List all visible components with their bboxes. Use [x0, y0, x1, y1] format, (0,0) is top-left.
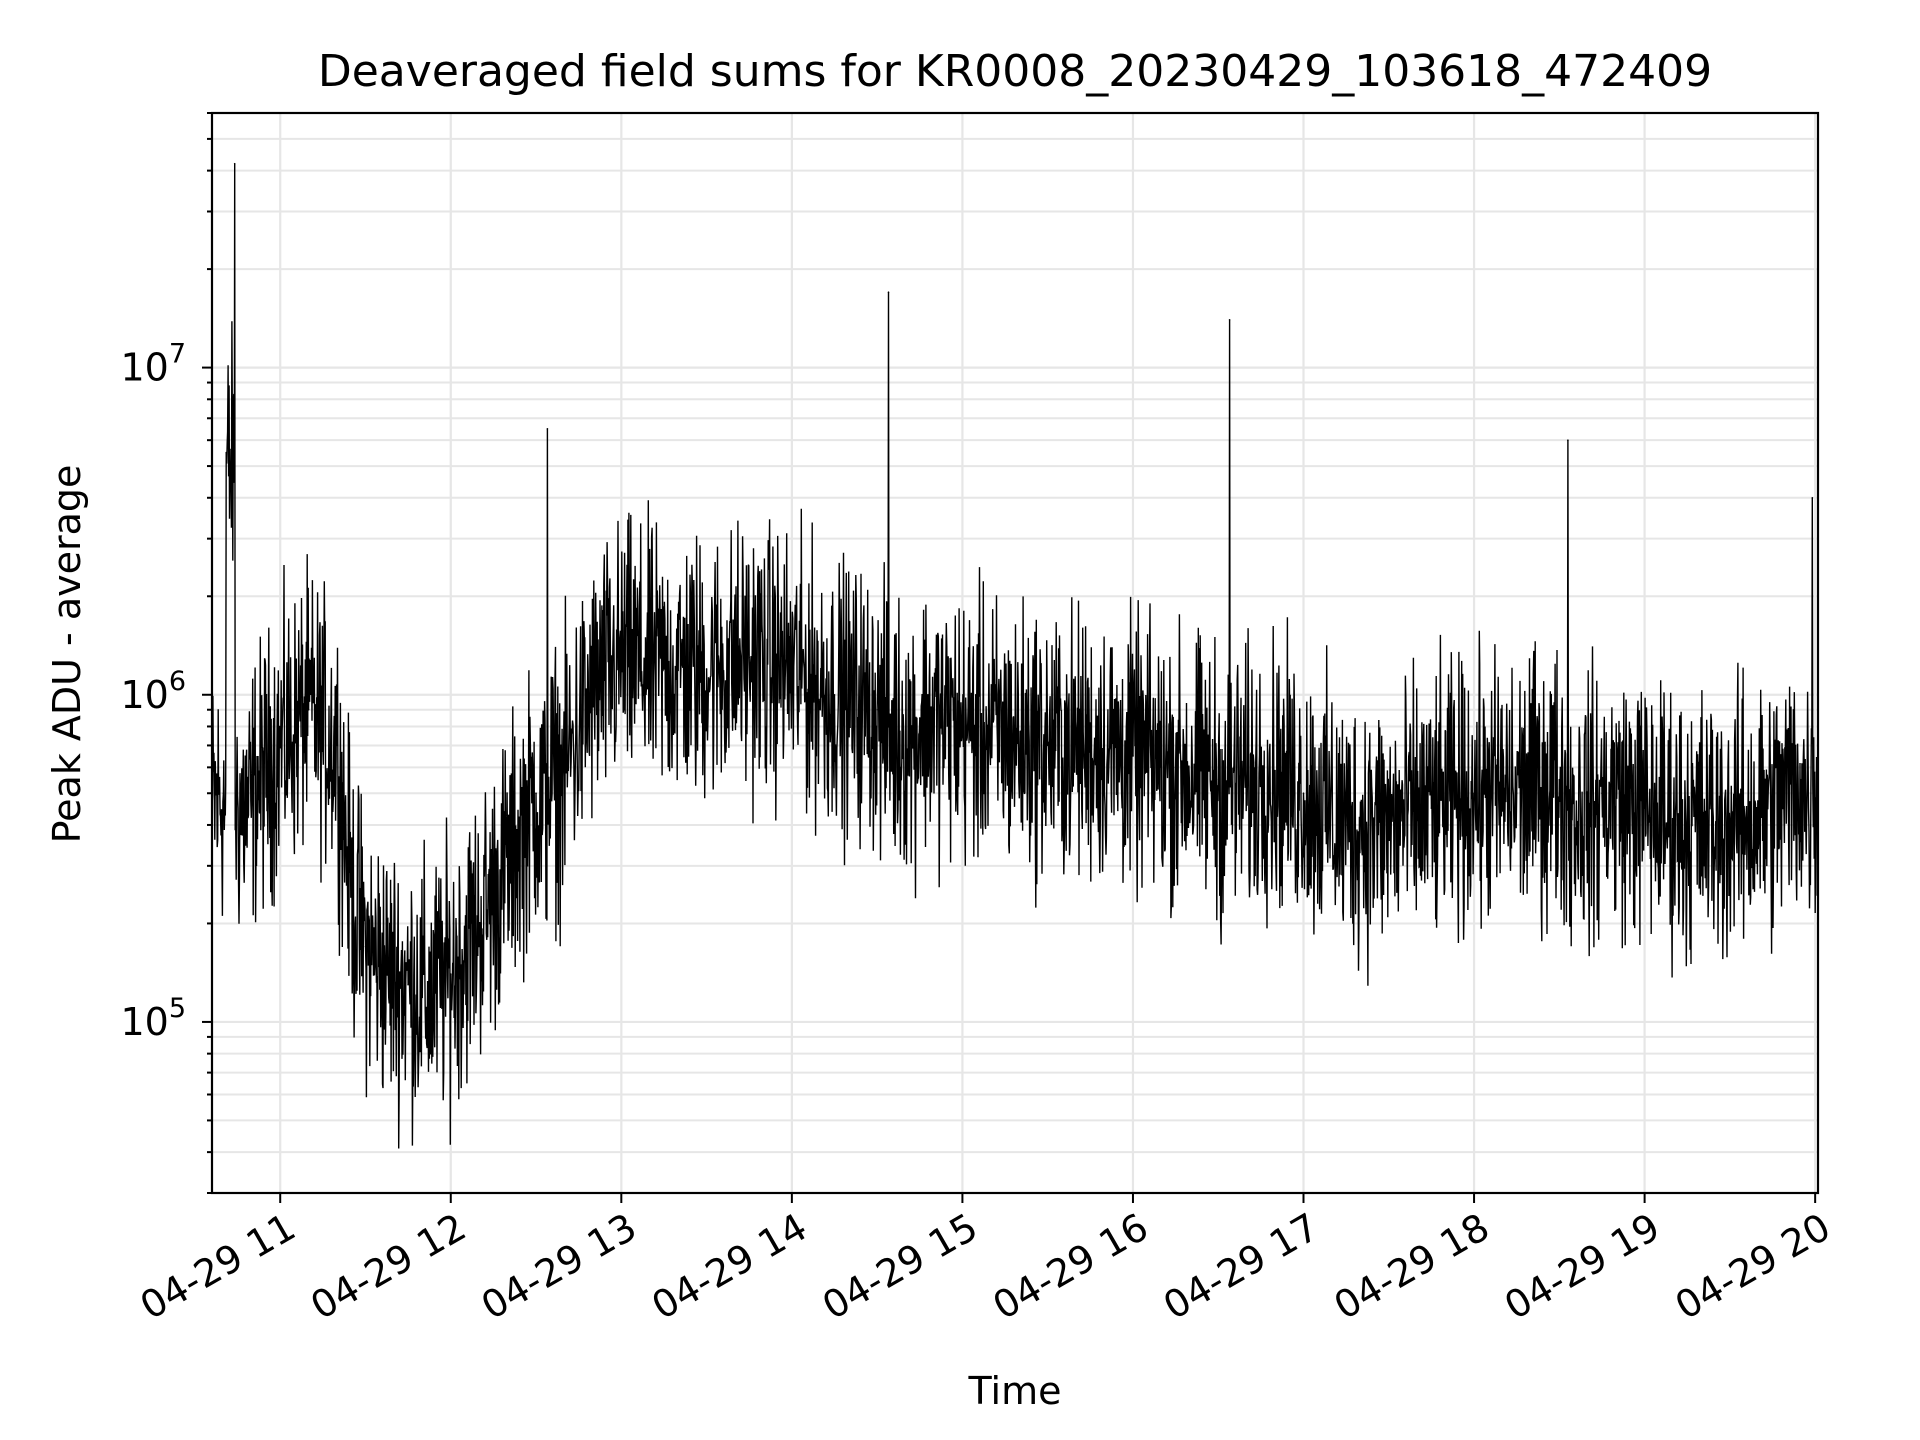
- data-point: [506, 865, 509, 867]
- y-tick-label: 106: [120, 666, 186, 717]
- data-point: [535, 792, 537, 794]
- data-point: [919, 717, 921, 719]
- data-point: [427, 995, 429, 997]
- data-point: [1686, 824, 1688, 826]
- data-point: [1811, 497, 1814, 499]
- y-axis: 105 106 107: [120, 112, 212, 1194]
- data-point: [225, 451, 227, 454]
- data-point: [1601, 792, 1603, 794]
- data-point: [307, 708, 310, 711]
- data-point: [1567, 439, 1569, 442]
- data-point: [592, 694, 594, 696]
- chart-title: Deaveraged field sums for KR0008_2023042…: [318, 46, 1712, 97]
- data-point: [222, 792, 225, 794]
- data-point: [876, 708, 878, 711]
- data-point: [387, 973, 390, 975]
- data-point: [233, 162, 236, 165]
- data-point: [748, 656, 750, 659]
- data-point: [1260, 766, 1262, 769]
- data-point: [1771, 807, 1774, 809]
- data-point: [450, 973, 452, 975]
- data-point: [1046, 744, 1049, 747]
- data-point: [563, 766, 566, 769]
- data-point: [1217, 778, 1219, 781]
- data-point: [1473, 792, 1475, 794]
- data-point: [1800, 778, 1802, 781]
- data-point: [1430, 807, 1433, 809]
- data-point: [1729, 824, 1731, 826]
- data-point: [1643, 807, 1646, 809]
- data-point: [1388, 824, 1390, 826]
- data-point: [1004, 734, 1006, 737]
- data-point: [1302, 792, 1305, 794]
- y-tick-label: 105: [120, 993, 186, 1044]
- y-tick-label: 107: [120, 339, 186, 390]
- data-point: [478, 922, 481, 925]
- data-point: [961, 725, 964, 728]
- data-point: [1558, 778, 1561, 781]
- data-point: [833, 694, 836, 696]
- data-series-line: [212, 163, 1818, 1149]
- x-axis-label: Time: [968, 1369, 1062, 1413]
- data-point: [251, 792, 253, 794]
- data-point: [1228, 319, 1231, 321]
- data-point: [887, 291, 890, 294]
- data-point: [791, 668, 793, 670]
- data-point: [1515, 792, 1518, 794]
- data-point: [364, 945, 367, 948]
- data-point: [1345, 824, 1347, 826]
- data-point: [1089, 744, 1092, 747]
- data-point: [279, 744, 282, 747]
- data-point: [1174, 766, 1177, 769]
- data-point: [350, 890, 353, 893]
- y-axis-label: Peak ADU - average: [45, 465, 89, 844]
- data-point: [336, 744, 338, 747]
- data-point: [1132, 755, 1134, 757]
- data-point: [546, 428, 549, 430]
- data-point: [705, 668, 708, 670]
- data-point: [663, 668, 665, 670]
- data-point: [407, 983, 409, 986]
- plot-frame: [210, 111, 1820, 1195]
- series-group: [212, 162, 1818, 1149]
- data-point: [620, 656, 623, 659]
